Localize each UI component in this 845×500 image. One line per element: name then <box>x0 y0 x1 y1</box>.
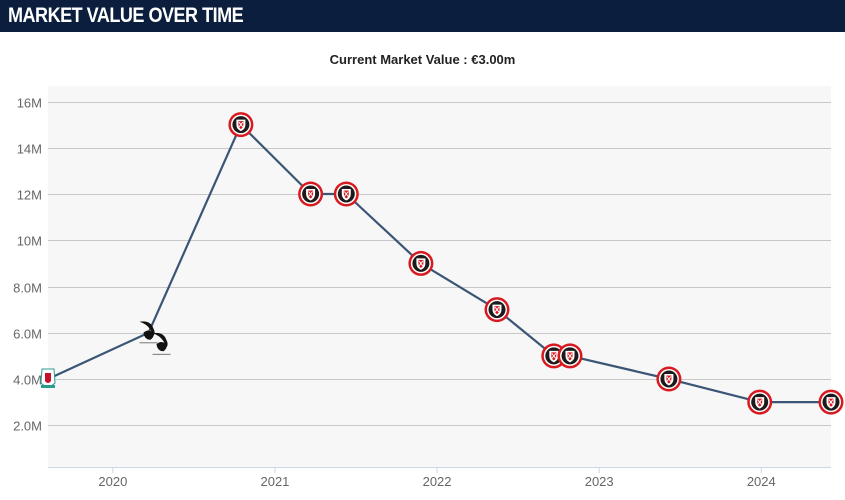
sheffield-united-crest-icon[interactable] <box>228 112 254 138</box>
y-tick-label: 2.0M <box>13 419 42 434</box>
sheffield-united-crest-icon[interactable] <box>333 181 359 207</box>
sheffield-united-crest-icon[interactable] <box>557 343 583 369</box>
x-tick-label: 2023 <box>585 474 614 489</box>
sheffield-united-crest-icon[interactable] <box>818 389 844 415</box>
y-tick-label: 8.0M <box>13 281 42 296</box>
data-markers <box>40 112 844 415</box>
section-title: MARKET VALUE OVER TIME <box>8 4 244 27</box>
x-axis-labels: 2020 2021 2022 2023 2024 <box>98 467 776 489</box>
sheffield-united-crest-icon[interactable] <box>484 297 510 323</box>
liverpool-crest-icon[interactable] <box>40 368 56 388</box>
series-line <box>47 123 831 404</box>
plot-area <box>48 86 831 467</box>
swansea-crest-icon[interactable] <box>152 332 171 355</box>
current-market-value-amount: €3.00m <box>471 52 516 67</box>
x-tick-label: 2024 <box>747 474 776 489</box>
y-axis-labels: 2.0M 4.0M 6.0M 8.0M 10M 12M 14M 16M <box>13 96 42 434</box>
sheffield-united-crest-icon[interactable] <box>747 389 773 415</box>
current-market-value-label: Current Market Value : <box>329 52 472 67</box>
y-tick-label: 14M <box>17 142 42 157</box>
sheffield-united-crest-icon[interactable] <box>408 250 434 276</box>
x-tick-label: 2022 <box>423 474 452 489</box>
current-market-value: Current Market Value : €3.00m <box>0 52 845 67</box>
x-tick-label: 2021 <box>260 474 289 489</box>
y-tick-label: 6.0M <box>13 327 42 342</box>
x-tick-label: 2020 <box>98 474 127 489</box>
sheffield-united-crest-icon[interactable] <box>656 366 682 392</box>
sheffield-united-crest-icon[interactable] <box>298 181 324 207</box>
y-gridlines <box>48 102 831 426</box>
y-tick-label: 10M <box>17 234 42 249</box>
y-tick-label: 16M <box>17 96 42 111</box>
section-header: MARKET VALUE OVER TIME <box>0 0 845 32</box>
y-tick-label: 12M <box>17 188 42 203</box>
swansea-crest-icon[interactable] <box>139 321 158 344</box>
y-tick-label: 4.0M <box>13 373 42 388</box>
